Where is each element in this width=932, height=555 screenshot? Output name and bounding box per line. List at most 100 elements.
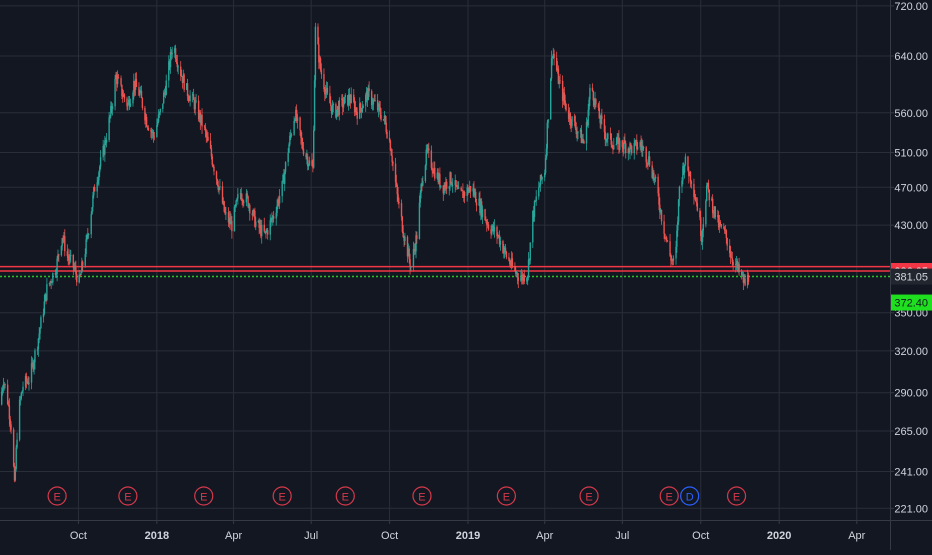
candle-body [152, 131, 155, 137]
candle-body [104, 140, 106, 155]
candle-body [729, 245, 731, 254]
candle-body [18, 399, 21, 440]
grid-lines [0, 0, 890, 520]
candle-body [275, 212, 277, 219]
candle-body [409, 259, 411, 268]
candle-body [186, 83, 189, 97]
candle-body [92, 195, 94, 208]
candle-body [400, 203, 403, 217]
candle-body [22, 386, 24, 392]
candle-body [230, 220, 232, 225]
candle-body [413, 248, 416, 250]
x-tick-label: Jul [615, 530, 629, 542]
candle-body [603, 119, 606, 133]
candle-body [295, 109, 298, 122]
candle-body [544, 158, 547, 173]
candle-body [579, 129, 582, 132]
candle-body [609, 133, 612, 135]
candle-body [623, 139, 625, 149]
candle-body [676, 230, 678, 247]
candle-body [617, 137, 619, 139]
candle-body [129, 103, 132, 107]
candle-body [197, 100, 200, 120]
candle-body [231, 220, 233, 232]
candle-body [451, 185, 454, 187]
candle-body [442, 185, 444, 194]
candle-body [374, 100, 376, 101]
candle-body [6, 384, 9, 405]
x-tick-label: Oct [70, 530, 87, 542]
candle-body [634, 140, 636, 143]
y-tick-label: 350.00 [894, 308, 928, 320]
candle-body [128, 99, 130, 105]
candle-body [690, 181, 693, 184]
candle-body [201, 114, 203, 127]
candle-body [318, 44, 320, 63]
price-label-tag [891, 268, 932, 285]
candle-body [743, 278, 745, 283]
candle-body [147, 127, 150, 131]
candle-body [366, 91, 369, 101]
candle-body [412, 249, 415, 267]
earnings-marker [47, 486, 67, 506]
x-tick-label: Oct [692, 530, 709, 542]
candle-body [133, 80, 136, 90]
candle-body [249, 205, 251, 214]
candle-body [347, 95, 349, 106]
candle-body [682, 166, 685, 173]
candle-body [210, 148, 213, 157]
candle-body [177, 66, 179, 68]
candle-body [694, 197, 697, 202]
y-tick-label: 221.00 [894, 503, 928, 515]
candle-body [109, 115, 111, 118]
candle-body [647, 163, 649, 165]
candle-body [36, 349, 39, 351]
candle-body [625, 143, 627, 154]
candle-body [52, 272, 54, 283]
candle-body [564, 100, 566, 104]
candle-body [134, 79, 137, 90]
candle-body [225, 212, 227, 214]
candle-body [526, 276, 529, 279]
candle-body [122, 96, 124, 98]
candle-body [105, 139, 108, 143]
candle-body [630, 145, 633, 154]
candle-body [180, 76, 183, 77]
candle-body [57, 254, 59, 259]
candle-body [13, 466, 16, 481]
candle-body [4, 383, 6, 385]
candle-body [486, 224, 489, 226]
candle-body [111, 106, 114, 110]
candle-body [269, 220, 271, 235]
candle-body [695, 201, 698, 203]
candle-body [192, 94, 195, 100]
candle-body [421, 184, 423, 186]
candle-body [278, 196, 281, 204]
candle-body [174, 48, 177, 59]
earnings-marker [118, 486, 138, 506]
candle-body [32, 362, 34, 370]
candle-body [221, 186, 224, 204]
candle-body [651, 165, 653, 178]
candle-body [678, 186, 681, 200]
candle-body [123, 94, 126, 99]
candle-body [70, 254, 72, 257]
candle-body [87, 234, 89, 236]
candle-body [261, 224, 263, 237]
candle-body [600, 115, 602, 124]
candle-body [658, 193, 660, 205]
candle-body [436, 172, 439, 179]
candle-body [251, 213, 254, 216]
candle-body [162, 103, 164, 109]
candle-body [313, 130, 315, 168]
x-tick-label: Apr [225, 530, 242, 542]
candle-body [287, 152, 289, 163]
candle-body [207, 136, 209, 141]
candle-body [735, 261, 738, 265]
candle-body [562, 92, 565, 101]
candle-body [12, 429, 15, 467]
candle-body [132, 92, 134, 104]
candle-body [135, 79, 138, 87]
candle-body [85, 239, 87, 255]
